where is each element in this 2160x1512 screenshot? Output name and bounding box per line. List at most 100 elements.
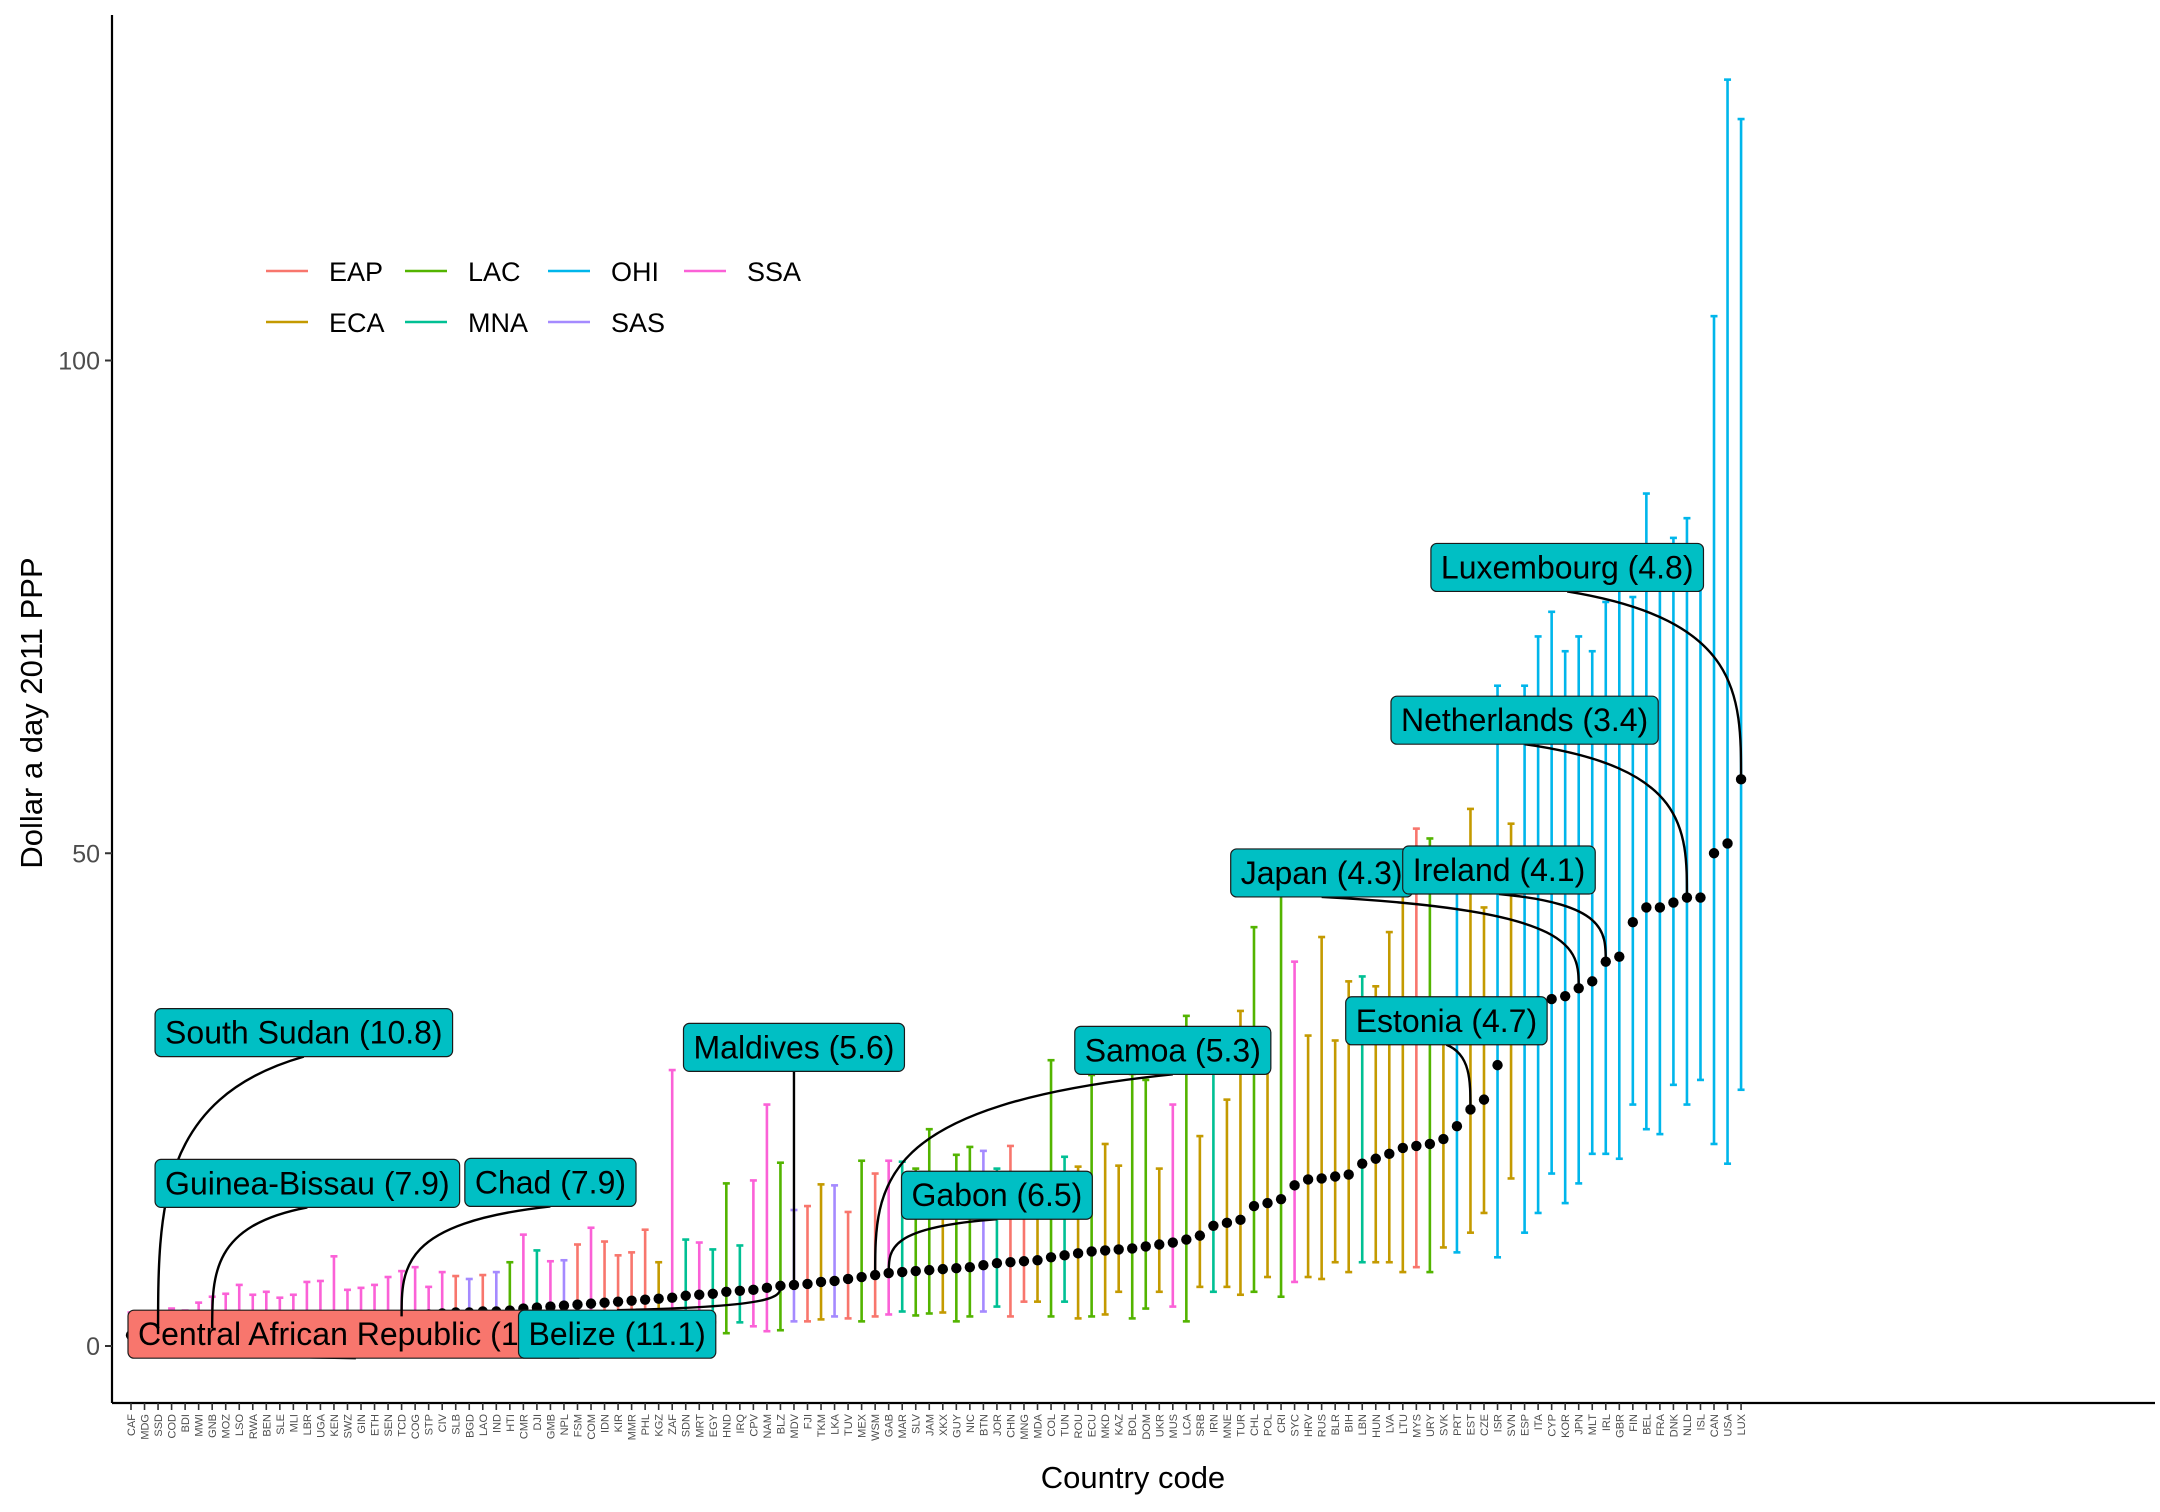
y-tick-label: 100 bbox=[58, 348, 100, 376]
x-tick-label: COG bbox=[410, 1414, 422, 1439]
point-cze bbox=[1478, 1094, 1490, 1105]
x-tick-label: PRT bbox=[1452, 1414, 1464, 1436]
x-tick-label: BLZ bbox=[775, 1414, 787, 1434]
x-tick-label: ESP bbox=[1520, 1414, 1532, 1436]
annotation-leader bbox=[1566, 590, 1743, 780]
error-bar-rus bbox=[1318, 935, 1326, 1281]
annotation-leader bbox=[1524, 743, 1689, 898]
x-tick-label: ECU bbox=[1087, 1414, 1099, 1437]
x-tick-label: SVN bbox=[1506, 1414, 1518, 1437]
error-bar-dnk bbox=[1669, 536, 1677, 1087]
x-tick-label: KEN bbox=[329, 1414, 341, 1437]
x-tick-label: MEX bbox=[857, 1413, 869, 1438]
annotation-label: Netherlands (3.4) bbox=[1401, 702, 1648, 738]
error-bar-irq bbox=[736, 1244, 744, 1324]
x-tick-label: MYS bbox=[1411, 1414, 1423, 1438]
point-svk bbox=[1438, 1133, 1449, 1145]
x-tick-label: GNB bbox=[207, 1414, 219, 1438]
x-tick-label: LSO bbox=[234, 1414, 246, 1436]
x-tick-label: KGZ bbox=[654, 1414, 666, 1437]
x-tick-label: TKM bbox=[816, 1414, 828, 1437]
point-cri bbox=[1275, 1193, 1287, 1205]
x-tick-label: LCA bbox=[1181, 1413, 1193, 1435]
point-sdn bbox=[680, 1290, 691, 1301]
x-tick-label: LUX bbox=[1736, 1413, 1748, 1435]
point-hnd bbox=[721, 1286, 732, 1297]
point-ecu bbox=[1086, 1246, 1097, 1257]
annotation-box bbox=[1345, 996, 1548, 1046]
point-blr bbox=[1329, 1171, 1341, 1182]
point-mrt bbox=[694, 1289, 705, 1300]
x-tick-label: TUV bbox=[843, 1413, 855, 1436]
error-bar-mys bbox=[1412, 827, 1420, 1269]
x-tick-label: MUS bbox=[1168, 1414, 1180, 1438]
point-rus bbox=[1316, 1173, 1327, 1184]
svg-text:SSA: SSA bbox=[747, 257, 801, 287]
error-bar-esp bbox=[1521, 684, 1529, 1234]
point-mda bbox=[1032, 1255, 1043, 1266]
point-gbr bbox=[1614, 951, 1625, 962]
svg-text:MNA: MNA bbox=[468, 308, 528, 338]
point-mng bbox=[1018, 1256, 1030, 1267]
annotation-est: Estonia (4.7) bbox=[1345, 996, 1548, 1110]
point-kgz bbox=[653, 1293, 664, 1304]
point-lva bbox=[1384, 1148, 1395, 1160]
point-pol bbox=[1262, 1197, 1273, 1209]
annotation-label: South Sudan (10.8) bbox=[165, 1015, 443, 1051]
point-jor bbox=[991, 1258, 1003, 1269]
x-tick-label: CAF bbox=[126, 1414, 138, 1436]
point-mne bbox=[1221, 1217, 1233, 1229]
legend-item-eca: ECA bbox=[266, 308, 385, 338]
x-tick-label: SDN bbox=[681, 1414, 693, 1437]
x-tick-label: DOM bbox=[1141, 1414, 1153, 1440]
x-tick-label: SSD bbox=[153, 1414, 165, 1437]
annotation-label: Chad (7.9) bbox=[475, 1164, 626, 1200]
x-tick-label: KAZ bbox=[1114, 1414, 1126, 1436]
x-tick-label: STP bbox=[424, 1414, 436, 1435]
x-tick-label: PHL bbox=[640, 1414, 652, 1435]
error-bar-mex bbox=[858, 1159, 866, 1323]
x-tick-label: SEN bbox=[383, 1414, 395, 1437]
error-bar-ury bbox=[1426, 837, 1434, 1274]
annotations: Central African Republic (10.9) South Sud… bbox=[127, 542, 1743, 1360]
point-irn bbox=[1208, 1220, 1219, 1231]
annotation-tcd: Chad (7.9) bbox=[400, 1157, 637, 1317]
annotation-nld: Netherlands (3.4) bbox=[1390, 695, 1689, 898]
error-bar-kaz bbox=[1115, 1164, 1123, 1294]
x-tick-label: MKD bbox=[1100, 1414, 1112, 1439]
x-tick-label: ZAF bbox=[667, 1414, 679, 1435]
x-tick-label: HTI bbox=[505, 1414, 517, 1432]
error-bar-bol bbox=[1128, 1072, 1136, 1320]
error-bar-fji bbox=[804, 1204, 811, 1323]
point-mus bbox=[1167, 1237, 1179, 1248]
annotation-label: Estonia (4.7) bbox=[1356, 1003, 1537, 1039]
error-bar-prt bbox=[1453, 866, 1461, 1254]
error-bar-fra bbox=[1656, 556, 1664, 1136]
point-mlt bbox=[1587, 976, 1598, 987]
point-phl bbox=[639, 1294, 651, 1305]
point-com bbox=[585, 1298, 597, 1309]
point-ltu bbox=[1397, 1142, 1409, 1154]
error-bar-blz bbox=[776, 1161, 784, 1332]
annotation-box bbox=[464, 1157, 637, 1208]
legend-item-mna: MNA bbox=[405, 308, 528, 338]
point-bel bbox=[1641, 902, 1652, 913]
point-srb bbox=[1194, 1230, 1206, 1241]
x-tick-label: COL bbox=[1046, 1414, 1058, 1437]
x-tick-label: CHN bbox=[1005, 1414, 1017, 1438]
error-bar-cpv bbox=[749, 1179, 757, 1328]
point-prt bbox=[1451, 1121, 1463, 1132]
point-mkd bbox=[1099, 1245, 1111, 1256]
annotation-box bbox=[154, 1158, 461, 1208]
legend-item-eap: EAP bbox=[266, 257, 383, 287]
error-bar-tuv bbox=[844, 1210, 852, 1320]
error-bar-irn bbox=[1209, 1068, 1217, 1294]
x-tick-label: USA bbox=[1723, 1413, 1735, 1436]
x-tick-label: BTN bbox=[978, 1414, 990, 1436]
point-chn bbox=[1005, 1257, 1016, 1268]
x-tick-label: BEL bbox=[1641, 1414, 1653, 1435]
x-tick-label: MAR bbox=[897, 1414, 909, 1439]
x-tick-label: BLR bbox=[1330, 1414, 1342, 1435]
point-fra bbox=[1654, 902, 1666, 913]
